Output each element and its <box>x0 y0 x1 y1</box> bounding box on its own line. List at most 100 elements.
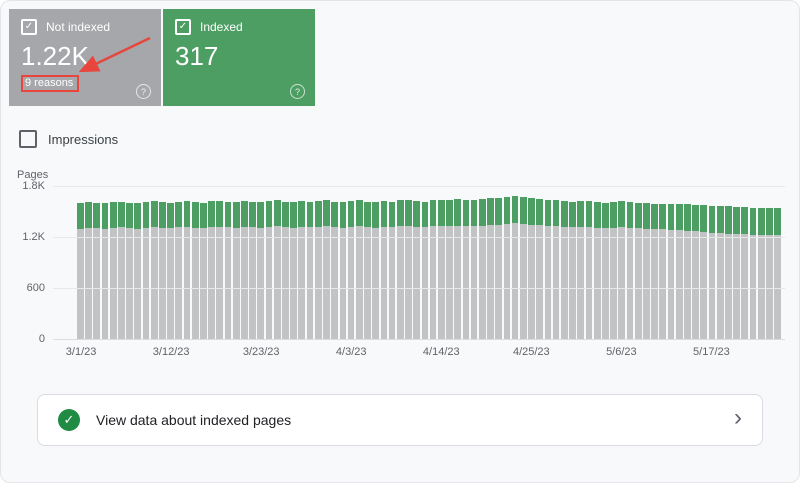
chart-bar[interactable] <box>667 186 675 339</box>
indexed-card[interactable]: ✓ Indexed 317 ? <box>163 9 315 106</box>
not-indexed-segment <box>142 227 150 339</box>
indexed-segment <box>118 201 125 228</box>
chart-bar[interactable] <box>651 186 658 339</box>
chart-bar[interactable] <box>347 186 355 339</box>
chart-bar[interactable] <box>159 186 166 339</box>
chart-bar[interactable] <box>306 186 314 339</box>
chart-bar[interactable] <box>232 186 240 339</box>
chart-bar[interactable] <box>519 186 527 339</box>
chart-bar[interactable] <box>610 186 617 339</box>
chart-bar[interactable] <box>602 186 609 339</box>
chart-bar[interactable] <box>462 186 470 339</box>
chart-bar[interactable] <box>273 186 281 339</box>
chart-bar[interactable] <box>495 186 503 339</box>
chart-bar[interactable] <box>249 186 256 339</box>
chart-bar[interactable] <box>208 186 215 339</box>
chart-bar[interactable] <box>265 186 273 339</box>
chart-bar[interactable] <box>183 186 191 339</box>
chart-bar[interactable] <box>437 186 445 339</box>
chart-bar[interactable] <box>560 186 568 339</box>
chart-bar[interactable] <box>757 186 765 339</box>
chart-bar[interactable] <box>93 186 101 339</box>
chart-bar[interactable] <box>487 186 494 339</box>
chart-bar[interactable] <box>224 186 232 339</box>
chart-bar[interactable] <box>749 186 757 339</box>
chart-bar[interactable] <box>175 186 183 339</box>
chart-bar[interactable] <box>454 186 462 339</box>
chart-bar[interactable] <box>733 186 740 339</box>
chart-bar[interactable] <box>659 186 667 339</box>
chart-bar[interactable] <box>766 186 773 339</box>
chart-bar[interactable] <box>372 186 380 339</box>
chart-bar[interactable] <box>700 186 708 339</box>
chart-bar[interactable] <box>355 186 363 339</box>
impressions-checkbox[interactable]: Impressions <box>19 130 118 148</box>
chart-bar[interactable] <box>118 186 125 339</box>
chart-bar[interactable] <box>528 186 535 339</box>
chart-bar[interactable] <box>692 186 699 339</box>
chart-bar[interactable] <box>314 186 322 339</box>
chart-bar[interactable] <box>396 186 404 339</box>
chart-bar[interactable] <box>331 186 338 339</box>
chart-bar[interactable] <box>503 186 511 339</box>
chart-bar[interactable] <box>85 186 92 339</box>
chart-bar[interactable] <box>257 186 265 339</box>
chart-bar[interactable] <box>339 186 347 339</box>
chart-bar[interactable] <box>741 186 749 339</box>
chart-bar[interactable] <box>216 186 224 339</box>
help-icon[interactable]: ? <box>290 84 305 99</box>
bars <box>77 186 781 339</box>
chart-bar[interactable] <box>552 186 560 339</box>
chart-bar[interactable] <box>585 186 593 339</box>
chart-bar[interactable] <box>511 186 519 339</box>
chart-bar[interactable] <box>290 186 297 339</box>
chart-bar[interactable] <box>536 186 544 339</box>
chart-bar[interactable] <box>774 186 781 339</box>
chart-bar[interactable] <box>380 186 388 339</box>
indexed-segment <box>749 207 757 235</box>
chart-bar[interactable] <box>413 186 421 339</box>
chart-bar[interactable] <box>101 186 109 339</box>
chart-bar[interactable] <box>470 186 478 339</box>
chart-bar[interactable] <box>421 186 429 339</box>
checkbox-checked-icon[interactable]: ✓ <box>175 19 191 35</box>
not-indexed-segment <box>560 226 568 339</box>
chart-bar[interactable] <box>388 186 396 339</box>
chart-bar[interactable] <box>716 186 724 339</box>
chart-bar[interactable] <box>364 186 371 339</box>
chart-bar[interactable] <box>643 186 650 339</box>
chart-bar[interactable] <box>134 186 142 339</box>
chart-bar[interactable] <box>618 186 626 339</box>
chart-bar[interactable] <box>282 186 289 339</box>
chart-bar[interactable] <box>446 186 453 339</box>
chart-bar[interactable] <box>577 186 585 339</box>
chart-bar[interactable] <box>478 186 486 339</box>
chart-bar[interactable] <box>634 186 642 339</box>
chart-bar[interactable] <box>405 186 412 339</box>
checkbox-checked-icon[interactable]: ✓ <box>21 19 37 35</box>
chart-bar[interactable] <box>200 186 207 339</box>
reasons-link[interactable]: 9 reasons <box>21 75 80 92</box>
help-icon[interactable]: ? <box>136 84 151 99</box>
chart-bar[interactable] <box>126 186 133 339</box>
chart-bar[interactable] <box>725 186 732 339</box>
chart-bar[interactable] <box>150 186 158 339</box>
chart-bar[interactable] <box>684 186 691 339</box>
chart-bar[interactable] <box>544 186 552 339</box>
chart-bar[interactable] <box>167 186 174 339</box>
chart-bar[interactable] <box>675 186 683 339</box>
chart-bar[interactable] <box>241 186 248 339</box>
chart-bar[interactable] <box>298 186 306 339</box>
chart-bar[interactable] <box>429 186 437 339</box>
chart-bar[interactable] <box>593 186 601 339</box>
chart-bar[interactable] <box>77 186 84 339</box>
chart-bar[interactable] <box>569 186 576 339</box>
chart-bar[interactable] <box>191 186 199 339</box>
chart-bar[interactable] <box>708 186 716 339</box>
view-indexed-data-button[interactable]: ✓ View data about indexed pages › <box>37 394 763 446</box>
chart-bar[interactable] <box>626 186 634 339</box>
chart-bar[interactable] <box>323 186 330 339</box>
chart-bar[interactable] <box>142 186 150 339</box>
not-indexed-card[interactable]: ✓ Not indexed 1.22K 9 reasons ? <box>9 9 161 106</box>
chart-bar[interactable] <box>109 186 117 339</box>
